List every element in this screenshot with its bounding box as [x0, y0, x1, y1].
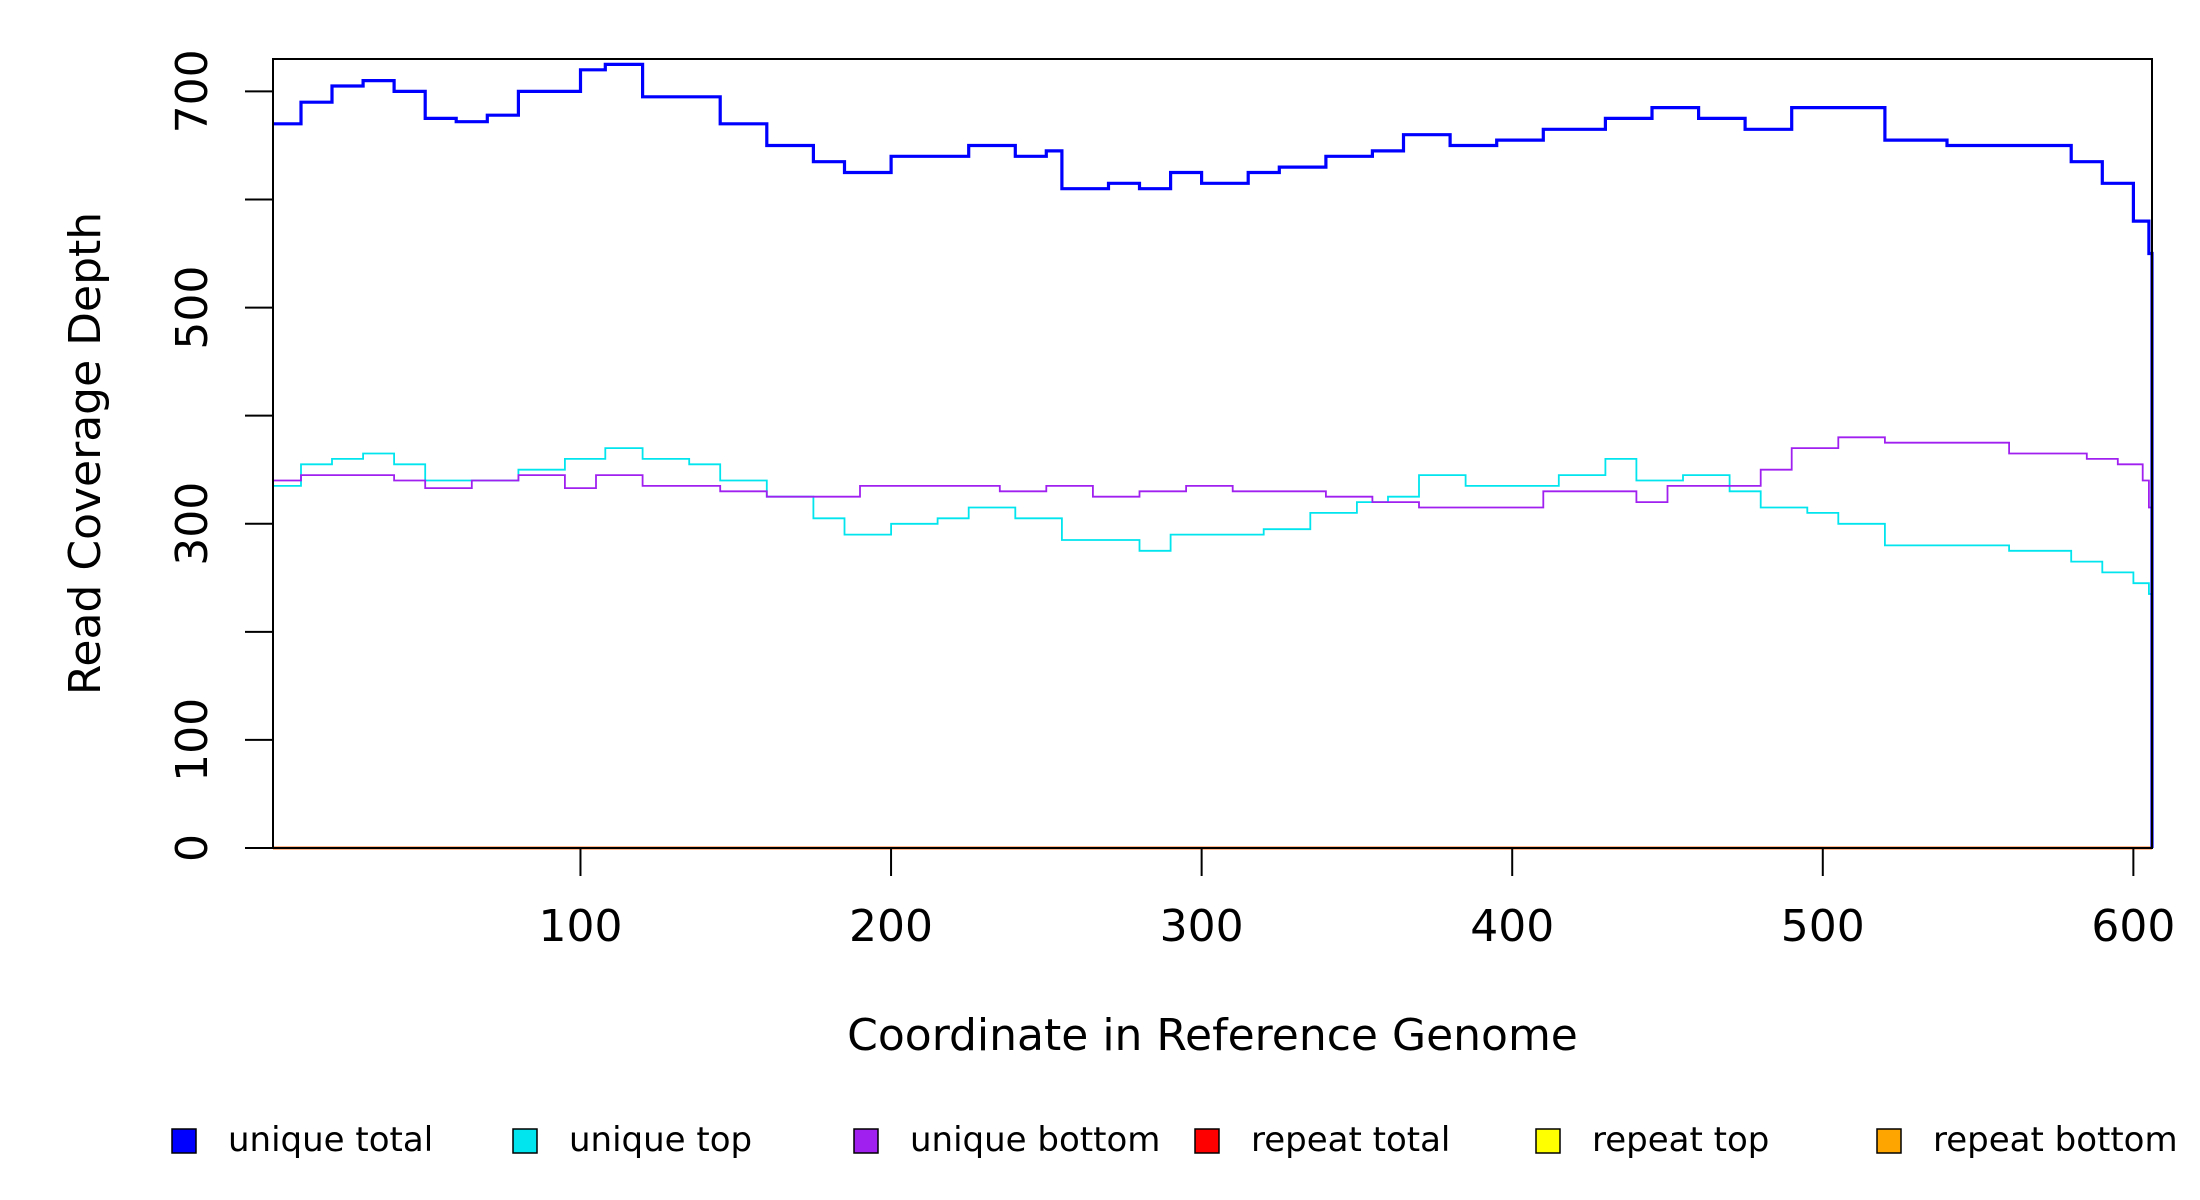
legend-label-repeat-total: repeat total	[1251, 1120, 1450, 1160]
legend-swatch-unique-bottom	[853, 1128, 879, 1154]
legend-swatch-unique-total	[171, 1128, 197, 1154]
y-axis: 0 100 300 500 700	[167, 49, 273, 862]
series-unique-bottom-line	[273, 436, 2153, 848]
legend-label-unique-bottom: unique bottom	[910, 1120, 1160, 1160]
series-layer	[273, 62, 2154, 850]
series-unique-total-line	[273, 62, 2154, 848]
x-axis-label: Coordinate in Reference Genome	[847, 1010, 1578, 1061]
legend-swatch-repeat-bottom	[1876, 1128, 1902, 1154]
series-unique-top-line	[273, 447, 2153, 848]
y-axis-label: Read Coverage Depth	[60, 212, 111, 695]
legend-label-repeat-bottom: repeat bottom	[1933, 1120, 2178, 1160]
y-tick-label: 100	[167, 698, 218, 782]
y-tick-label: 700	[167, 49, 218, 133]
x-tick-label: 200	[849, 901, 933, 952]
x-tick-label: 300	[1160, 901, 1244, 952]
legend-label-unique-top: unique top	[569, 1120, 752, 1160]
x-tick-label: 600	[2091, 901, 2175, 952]
legend-label-unique-total: unique total	[228, 1120, 433, 1160]
legend: unique total unique top unique bottom repea…	[171, 1120, 2178, 1160]
legend-swatch-repeat-total	[1194, 1128, 1220, 1154]
legend-swatch-unique-top	[512, 1128, 538, 1154]
x-tick-label: 500	[1781, 901, 1865, 952]
y-tick-label: 0	[167, 834, 218, 862]
y-tick-label: 300	[167, 482, 218, 566]
y-tick-label: 500	[167, 266, 218, 350]
legend-label-repeat-top: repeat top	[1592, 1120, 1769, 1160]
plot-frame	[272, 58, 2153, 849]
x-tick-label: 100	[538, 901, 622, 952]
legend-swatch-repeat-top	[1535, 1128, 1561, 1154]
x-tick-label: 400	[1470, 901, 1554, 952]
x-axis: 100 200 300 400 500 600	[538, 848, 2175, 952]
